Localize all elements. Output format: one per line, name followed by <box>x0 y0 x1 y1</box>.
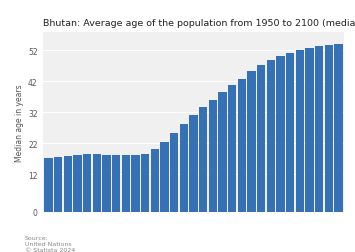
Text: Bhutan: Average age of the population from 1950 to 2100 (median age in years): Bhutan: Average age of the population fr… <box>43 19 355 28</box>
Bar <box>83 154 91 212</box>
Bar <box>73 155 82 212</box>
Bar <box>325 46 333 212</box>
Bar <box>247 72 256 212</box>
Bar <box>44 159 53 212</box>
Bar <box>93 155 101 212</box>
Bar <box>180 125 188 212</box>
Bar <box>122 156 130 212</box>
Bar <box>199 107 207 212</box>
Bar <box>277 57 285 212</box>
Bar <box>170 133 178 212</box>
Bar <box>102 155 110 212</box>
Bar <box>315 47 323 212</box>
Bar <box>64 157 72 212</box>
Bar <box>160 142 169 212</box>
Bar <box>296 51 304 212</box>
Bar <box>228 86 236 212</box>
Bar <box>286 53 294 212</box>
Bar <box>334 45 343 212</box>
Bar <box>209 101 217 212</box>
Bar <box>112 156 120 212</box>
Bar <box>131 155 140 212</box>
Bar <box>267 61 275 212</box>
Bar <box>189 115 198 212</box>
Y-axis label: Median age in years: Median age in years <box>15 84 24 161</box>
Bar <box>305 49 314 212</box>
Bar <box>151 149 159 212</box>
Text: Source:
United Nations
© Statista 2024: Source: United Nations © Statista 2024 <box>25 235 75 252</box>
Bar <box>238 80 246 212</box>
Bar <box>257 66 265 212</box>
Bar <box>141 154 149 212</box>
Bar <box>54 158 62 212</box>
Bar <box>218 93 226 212</box>
